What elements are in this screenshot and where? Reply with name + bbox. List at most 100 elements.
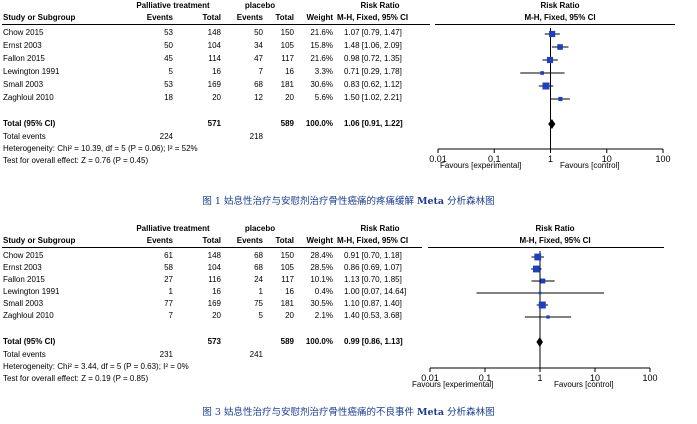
total1: 20 bbox=[212, 93, 221, 102]
weight: 5.6% bbox=[314, 93, 333, 102]
weight: 21.6% bbox=[310, 54, 333, 63]
forest-plot-graphic: 0.01 0.1 1 10 100 Favours [experimental] Favou… bbox=[429, 28, 671, 170]
study-point-marker bbox=[557, 44, 563, 50]
weight: 21.6% bbox=[310, 28, 333, 37]
events1: 7 bbox=[168, 311, 173, 320]
weight: 15.8% bbox=[310, 41, 333, 50]
total2-column-header: Total bbox=[275, 13, 294, 22]
total1: 16 bbox=[212, 67, 221, 76]
x-axis-tick-label: 0.1 bbox=[488, 154, 501, 164]
events2: 75 bbox=[254, 299, 263, 308]
events2: 7 bbox=[258, 67, 263, 76]
study-name: Lewington 1991 bbox=[3, 67, 60, 76]
forest-plot-graphic: 0.01 0.1 1 10 100 Favours [experimental] Favou… bbox=[412, 251, 658, 389]
risk-ratio-ci: 0.86 [0.69, 1.07] bbox=[344, 263, 402, 272]
study-point-marker bbox=[542, 82, 550, 90]
total1: 148 bbox=[207, 28, 221, 37]
x-axis-tick-label: 1 bbox=[548, 154, 553, 164]
header-rule bbox=[2, 247, 422, 248]
x-axis-tick-label: 1 bbox=[537, 373, 542, 383]
x-axis-tick-label: 10 bbox=[602, 154, 612, 164]
total-label: Total (95% CI) bbox=[3, 119, 56, 128]
study-point-marker bbox=[549, 30, 556, 38]
study-point-marker bbox=[538, 301, 546, 309]
study-name: Fallon 2015 bbox=[3, 275, 45, 284]
total2: 105 bbox=[280, 41, 294, 50]
forest-plot-adverse-events: Palliative treatment placebo Risk Ratio … bbox=[0, 221, 697, 424]
risk-ratio-ci: 1.48 [1.06, 2.09] bbox=[344, 41, 402, 50]
total2: 117 bbox=[281, 275, 294, 284]
events2: 12 bbox=[254, 93, 263, 102]
study-name: Fallon 2015 bbox=[3, 54, 45, 63]
risk-ratio-ci: 0.98 [0.72, 1.35] bbox=[344, 54, 402, 63]
heterogeneity-stats: Heterogeneity: Chi² = 3.44, df = 5 (P = … bbox=[3, 362, 189, 371]
events1: 1 bbox=[168, 287, 173, 296]
events1: 53 bbox=[164, 28, 173, 37]
events1-column-header: Events bbox=[146, 13, 173, 22]
weight: 0.4% bbox=[314, 287, 333, 296]
total-events1: 231 bbox=[159, 350, 173, 359]
study-name: Zaghloul 2010 bbox=[3, 311, 54, 320]
risk-ratio-ci: 1.50 [1.02, 2.21] bbox=[344, 93, 402, 102]
events2: 68 bbox=[254, 80, 263, 89]
study-point-marker bbox=[534, 253, 542, 261]
group1-header: Palliative treatment bbox=[136, 224, 210, 233]
study-point-marker bbox=[540, 278, 546, 284]
method-column-header: M-H, Fixed, 95% CI bbox=[337, 13, 409, 22]
risk-ratio-ci: 0.71 [0.29, 1.78] bbox=[344, 67, 402, 76]
risk-ratio-header-plot: Risk Ratio bbox=[535, 224, 575, 233]
total2-sum: 589 bbox=[280, 119, 294, 128]
total2: 20 bbox=[285, 311, 294, 320]
favours-right-label: Favours [control] bbox=[554, 380, 614, 389]
study-point-marker bbox=[538, 291, 542, 295]
events2: 50 bbox=[254, 28, 263, 37]
total-events-label: Total events bbox=[3, 350, 46, 359]
total1: 16 bbox=[212, 287, 221, 296]
risk-ratio-ci: 0.91 [0.70, 1.18] bbox=[344, 251, 402, 260]
events1-column-header: Events bbox=[146, 236, 173, 245]
total1-sum: 571 bbox=[207, 119, 221, 128]
total2: 150 bbox=[280, 251, 294, 260]
total-events-label: Total events bbox=[3, 132, 46, 141]
weight: 30.5% bbox=[310, 299, 333, 308]
total1: 104 bbox=[207, 41, 221, 50]
study-name: Ernst 2003 bbox=[3, 41, 42, 50]
total-diamond-marker bbox=[536, 337, 543, 347]
total1: 169 bbox=[207, 299, 221, 308]
header-rule-plot bbox=[435, 24, 675, 25]
weight-column-header: Weight bbox=[306, 13, 333, 22]
group2-header: placebo bbox=[244, 1, 276, 10]
risk-ratio-ci: 1.13 [0.70, 1.85] bbox=[344, 275, 402, 284]
forest-plot-pain-relief: Palliative treatment placebo Risk Ratio … bbox=[2, 1, 675, 170]
group1-header: Palliative treatment bbox=[136, 1, 210, 10]
figure-caption: 图 3 姑息性治疗与安慰剂治疗骨性癌痛的不良事件 Meta 分析森林图 bbox=[0, 404, 697, 418]
total1: 114 bbox=[208, 54, 221, 63]
total2: 16 bbox=[285, 67, 294, 76]
total-weight: 100.0% bbox=[305, 337, 333, 346]
events2-column-header: Events bbox=[236, 13, 263, 22]
events2: 47 bbox=[254, 54, 263, 63]
events1: 5 bbox=[168, 67, 173, 76]
events1: 45 bbox=[164, 54, 173, 63]
total-ci: 0.99 [0.86, 1.13] bbox=[344, 337, 403, 346]
caption-meta: Meta bbox=[416, 196, 445, 207]
total2-sum: 589 bbox=[280, 337, 294, 346]
risk-ratio-ci: 1.07 [0.79, 1.47] bbox=[344, 28, 402, 37]
header-rule-plot bbox=[428, 247, 664, 248]
total2-column-header: Total bbox=[275, 236, 294, 245]
total-label: Total (95% CI) bbox=[3, 337, 56, 346]
x-axis-tick-label: 10 bbox=[590, 373, 600, 383]
weight: 2.1% bbox=[314, 311, 333, 320]
events1: 58 bbox=[164, 263, 173, 272]
risk-ratio-ci: 0.83 [0.62, 1.12] bbox=[344, 80, 402, 89]
total-ci: 1.06 [0.91, 1.22] bbox=[344, 119, 403, 128]
header-rule bbox=[2, 24, 430, 25]
events1: 27 bbox=[164, 275, 173, 284]
method-column-header-plot: M-H, Fixed, 95% CI bbox=[519, 236, 591, 245]
total-diamond-marker bbox=[548, 119, 556, 129]
total-events2: 241 bbox=[249, 350, 263, 359]
favours-right-label: Favours [control] bbox=[560, 161, 620, 170]
overall-effect-stats: Test for overall effect: Z = 0.76 (P = 0… bbox=[3, 156, 149, 165]
study-point-marker bbox=[546, 56, 554, 64]
study-point-marker bbox=[546, 315, 550, 319]
